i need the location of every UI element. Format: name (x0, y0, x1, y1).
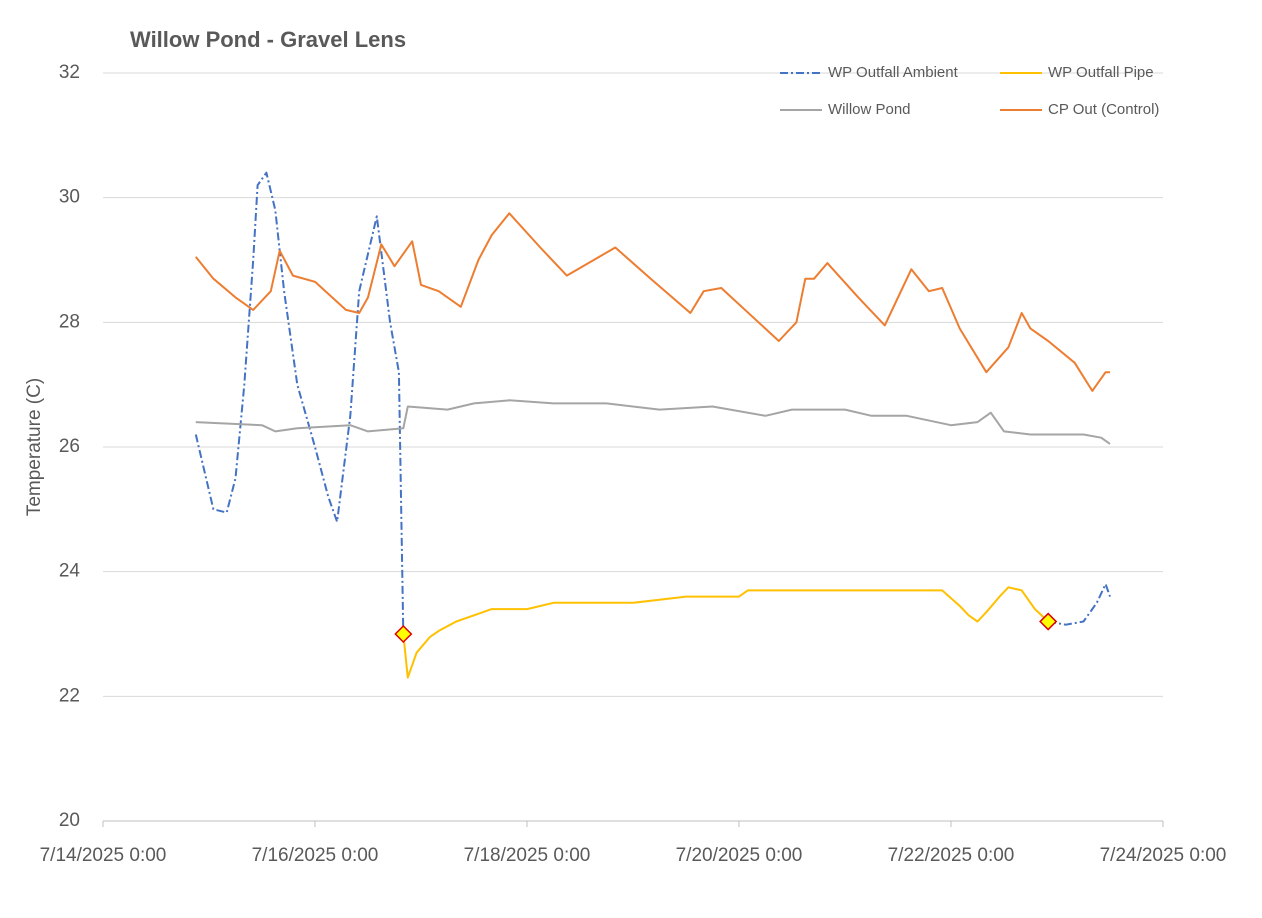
legend-label: CP Out (Control) (1048, 101, 1159, 118)
y-tick-label: 20 (59, 810, 80, 831)
x-tick-label: 7/18/2025 0:00 (464, 845, 591, 866)
x-tick-label: 7/22/2025 0:00 (888, 845, 1015, 866)
y-tick-label: 24 (59, 561, 81, 582)
x-tick-label: 7/20/2025 0:00 (676, 845, 803, 866)
legend-label: Willow Pond (828, 101, 911, 118)
legend-label: WP Outfall Ambient (828, 64, 959, 81)
series-line (195, 399, 1111, 445)
x-tick-label: 7/16/2025 0:00 (252, 845, 379, 866)
y-tick-label: 32 (59, 62, 80, 83)
chart-title: Willow Pond - Gravel Lens (130, 27, 406, 52)
endpoint-marker (1039, 612, 1058, 631)
series-line (402, 586, 1049, 679)
y-axis-label: Temperature (C) (24, 378, 45, 516)
series-line (194, 171, 405, 635)
y-tick-label: 22 (59, 685, 80, 706)
endpoint-marker (394, 624, 413, 644)
series-line (195, 212, 1110, 392)
y-tick-label: 26 (59, 436, 80, 457)
legend-label: WP Outfall Pipe (1048, 64, 1154, 81)
x-tick-label: 7/14/2025 0:00 (40, 845, 167, 866)
series-line (1048, 583, 1111, 626)
y-tick-label: 30 (59, 187, 80, 208)
x-tick-label: 7/24/2025 0:00 (1100, 845, 1227, 866)
y-tick-label: 28 (59, 311, 80, 332)
